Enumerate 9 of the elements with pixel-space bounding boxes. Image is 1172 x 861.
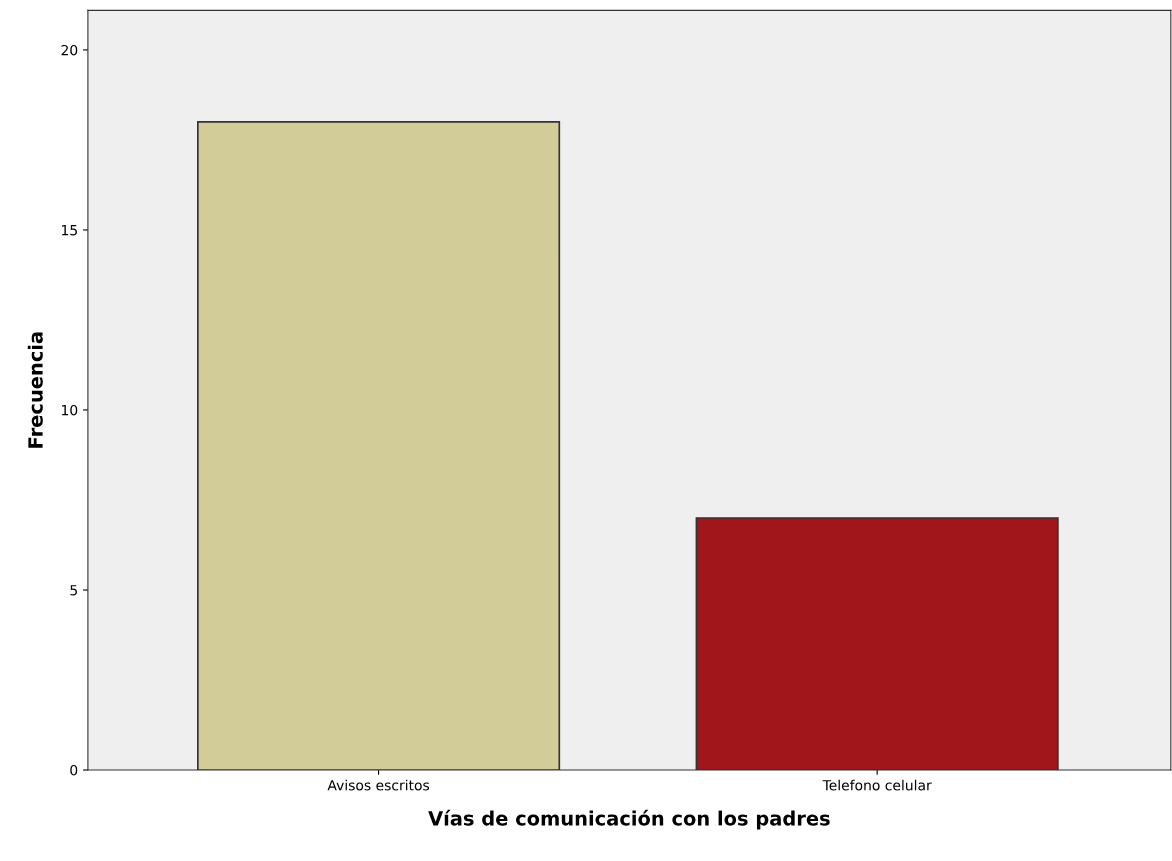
y-tick-label: 10 xyxy=(62,404,78,416)
y-tick-label: 15 xyxy=(62,225,77,236)
y-tick-label: 5 xyxy=(70,585,77,596)
x-tick-label: Telefono celular xyxy=(822,779,932,791)
x-axis-title: Vías de comunicación con los padres xyxy=(428,809,830,830)
y-tick-label: 0 xyxy=(70,764,78,776)
y-axis-title: Frecuencia xyxy=(27,332,43,448)
y-tick-label: 20 xyxy=(61,44,78,56)
x-tick-label: Avisos escritos xyxy=(327,779,430,791)
